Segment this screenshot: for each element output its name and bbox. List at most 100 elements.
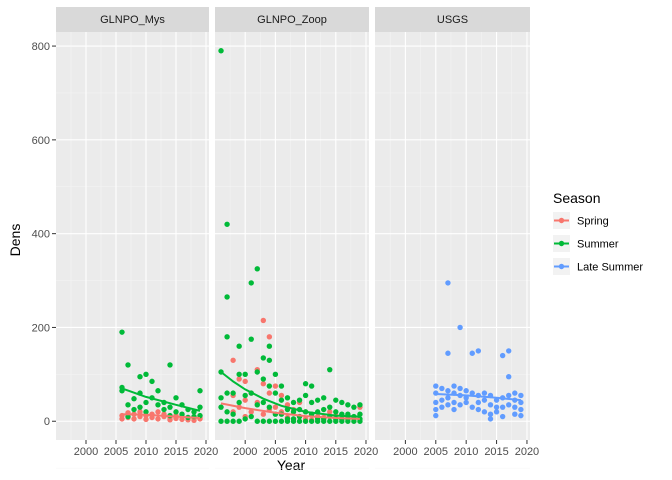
data-point [327,418,333,424]
data-point [351,418,357,424]
trend-line [435,393,521,402]
data-point [161,406,167,413]
data-point [230,411,236,417]
data-point [224,418,230,424]
data-point [302,392,309,399]
data-point [248,409,254,415]
data-point [333,418,339,424]
data-point [224,221,230,227]
data-point [266,418,273,424]
data-point [167,417,173,423]
data-point [155,416,161,422]
x-tick-label: 2015 [164,446,188,458]
facet-strip-label: GLNPO_Zoop [257,14,327,26]
data-point [290,418,297,424]
data-point [236,371,242,378]
data-point [351,404,357,410]
data-point [433,399,439,406]
data-point [290,399,297,406]
data-point [260,399,267,406]
data-point [433,383,439,389]
data-point [345,402,351,408]
data-point [333,397,339,403]
data-point [469,390,475,396]
y-tick-label: 400 [32,229,50,241]
legend-title: Season [553,190,600,206]
x-tick-label: 2010 [454,446,478,458]
data-point [457,385,463,392]
panel-background [215,32,369,440]
data-point [445,395,451,401]
data-point [278,383,285,389]
data-point [155,402,161,408]
legend-key-point [558,240,565,247]
data-point [236,418,242,424]
data-point [179,411,185,417]
data-point [506,402,512,408]
y-axis-title: Dens [7,224,23,257]
facet-strip [215,7,369,32]
legend-key-point [558,217,565,224]
data-point [296,397,303,403]
legend-label: Spring [577,216,609,228]
data-point [487,411,494,417]
data-point [266,383,273,389]
data-point [457,402,463,408]
data-point [439,385,445,392]
data-point [125,402,131,408]
data-point [242,397,248,403]
data-point [302,418,309,424]
data-point [131,406,137,413]
x-tick-label: 2005 [263,446,287,458]
data-point [218,48,224,54]
data-point [308,399,315,406]
data-point [433,412,439,419]
data-point [260,317,267,324]
data-point [457,324,463,331]
data-point [143,409,149,415]
data-point [321,406,327,413]
data-point [333,409,339,415]
x-tick-label: 2020 [354,446,378,458]
data-point [137,373,143,380]
data-point [272,418,279,424]
data-point [433,406,439,413]
data-point [242,392,248,399]
data-point [314,418,321,424]
data-point [327,404,333,410]
data-point [481,409,488,415]
data-point [236,376,242,382]
x-tick-label: 2005 [104,446,128,458]
data-point [266,390,273,396]
data-point [236,343,242,349]
data-point [149,378,155,385]
data-point [242,378,248,385]
data-point [487,402,494,408]
data-point [143,399,149,406]
data-point [224,390,230,396]
data-point [218,395,224,401]
data-point [224,294,230,300]
data-point [143,416,149,423]
data-point [197,388,203,394]
data-point [445,402,451,408]
data-point [224,409,230,415]
data-point [439,404,445,410]
data-point [284,418,291,424]
data-point [137,404,143,410]
data-point [445,280,451,286]
data-point [290,409,297,415]
data-point [266,334,273,340]
x-tick-label: 2010 [134,446,158,458]
data-point [451,406,457,413]
data-point [137,409,143,415]
x-tick-label: 2020 [194,446,218,458]
trend-line [121,413,201,419]
data-point [499,413,506,420]
data-point [242,371,248,378]
x-tick-label: 2000 [74,446,98,458]
data-point [191,417,197,424]
data-point [155,409,161,415]
data-point [218,404,224,410]
data-point [439,397,445,403]
